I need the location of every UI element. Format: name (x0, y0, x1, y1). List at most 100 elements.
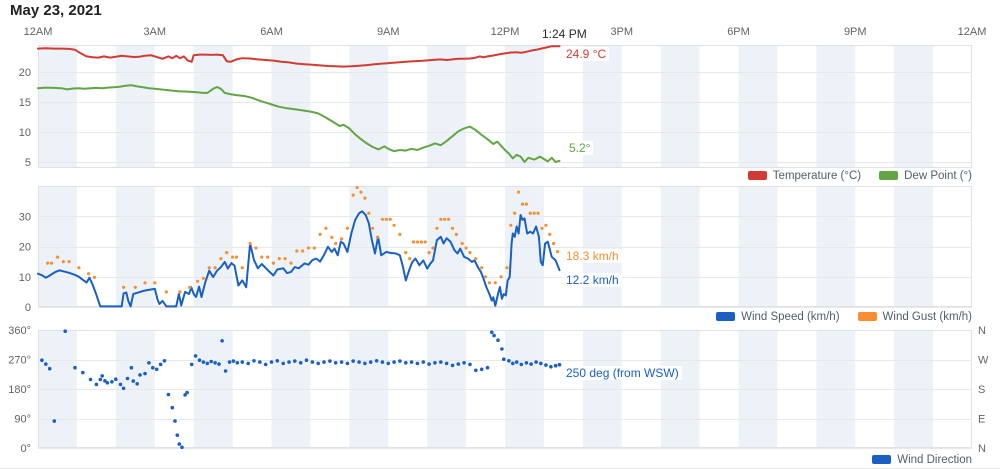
wind-gust-current-value: 18.3 km/h (563, 249, 622, 263)
hour-band (894, 45, 934, 168)
legend-wind: Wind Speed (km/h) Wind Gust (km/h) (716, 310, 972, 323)
data-point (147, 361, 151, 365)
data-point (246, 361, 250, 366)
data-point (240, 360, 245, 364)
hour-band (427, 186, 467, 307)
legend-item-dew-point[interactable]: Dew Point (°) (879, 170, 972, 182)
wind-direction-chart[interactable]: 0° 90° 180° 270° 360° N E S W N (0, 325, 1000, 455)
data-point (520, 202, 525, 206)
data-point (363, 196, 367, 200)
data-point (61, 260, 65, 264)
data-point (474, 368, 478, 373)
data-point (517, 190, 521, 194)
legend-item-wind-speed[interactable]: Wind Speed (km/h) (716, 311, 840, 323)
data-point (549, 364, 553, 369)
data-point (392, 223, 396, 227)
data-point (122, 285, 126, 289)
data-point (479, 367, 484, 372)
data-point (316, 361, 321, 366)
data-point (423, 240, 427, 244)
data-point (483, 275, 488, 279)
data-point (277, 257, 281, 261)
data-point (524, 361, 529, 365)
data-point (511, 361, 515, 366)
time-tick-label: 12AM (23, 26, 53, 38)
wind-speed-current-value: 12.2 km/h (563, 273, 622, 287)
hour-band (738, 45, 778, 168)
data-point (46, 261, 50, 265)
time-tick-label: 3AM (143, 26, 167, 38)
plot-border (38, 330, 972, 448)
data-point (514, 360, 519, 364)
data-point (193, 354, 198, 358)
legend-item-temperature[interactable]: Temperature (°C) (747, 170, 861, 182)
data-point (158, 362, 163, 367)
data-point (339, 360, 344, 364)
data-point (328, 359, 332, 363)
data-point (135, 382, 139, 386)
hour-band (894, 186, 934, 307)
data-point (196, 279, 200, 283)
data-point (492, 333, 496, 338)
data-point (63, 329, 67, 333)
data-point (519, 362, 524, 367)
data-point (513, 211, 517, 215)
data-point (223, 369, 228, 373)
y-axis-tick-label: 20 (19, 67, 31, 79)
legend-item-wind-gust[interactable]: Wind Gust (km/h) (857, 311, 972, 323)
data-point (121, 386, 126, 391)
data-point (166, 392, 171, 397)
data-point (427, 251, 431, 255)
data-point (77, 266, 81, 270)
data-point (227, 360, 232, 364)
data-point (439, 360, 443, 364)
data-point (118, 382, 123, 387)
data-point (178, 290, 182, 294)
data-point (507, 359, 511, 363)
compass-tick-label: S (978, 384, 985, 396)
data-point (173, 419, 177, 423)
y-axis-tick-label: 15 (19, 97, 31, 109)
legend-wind-direction: Wind Direction (872, 453, 972, 466)
data-point (540, 226, 544, 230)
hour-band (816, 45, 856, 168)
data-point (468, 251, 472, 255)
data-point (153, 281, 157, 285)
data-point (345, 226, 349, 230)
y-axis-tick-label: 180° (8, 384, 31, 396)
temperature-dewpoint-chart[interactable]: 5 10 15 20 (0, 45, 1000, 169)
data-point (454, 232, 458, 236)
data-point (114, 377, 118, 381)
data-point (544, 223, 548, 227)
hour-band (271, 186, 311, 307)
legend-label-dew-point: Dew Point (°) (904, 169, 972, 182)
data-point (411, 240, 416, 244)
legend-item-wind-direction[interactable]: Wind Direction (872, 454, 972, 466)
time-tick-label: 12AM (957, 26, 987, 38)
y-axis-tick-label: 90° (14, 414, 31, 426)
data-point (456, 362, 461, 366)
data-point (404, 251, 408, 255)
data-point (384, 217, 388, 221)
data-point (557, 362, 562, 367)
y-axis-tick-label: 30 (19, 211, 31, 223)
data-point (487, 281, 491, 285)
data-point (219, 257, 223, 261)
wind-speed-gust-chart[interactable]: 0 10 20 30 (0, 185, 1000, 314)
data-point (295, 249, 299, 253)
compass-tick-label: N (978, 325, 986, 337)
data-point (287, 360, 291, 364)
data-point (73, 365, 77, 370)
data-point (293, 359, 297, 363)
data-point (330, 235, 334, 239)
y-axis-tick-label: 20 (19, 242, 31, 254)
data-point (205, 361, 210, 366)
date-title: May 23, 2021 (10, 2, 102, 19)
data-point (539, 361, 543, 366)
data-point (421, 360, 426, 364)
data-point (220, 339, 224, 343)
data-point (151, 365, 155, 370)
data-point (536, 211, 540, 215)
data-point (380, 360, 385, 364)
y-axis-tick-label: 5 (25, 157, 31, 169)
